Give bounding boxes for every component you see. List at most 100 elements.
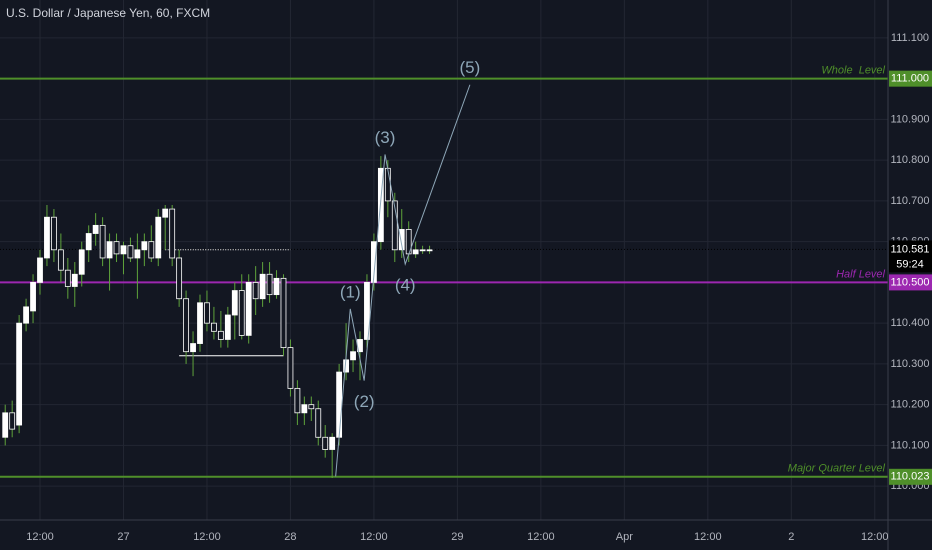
wave-label: (5) (460, 58, 481, 77)
candle-body (57, 249, 64, 271)
x-tick-label: 27 (117, 531, 129, 543)
x-tick-label: 29 (451, 531, 463, 543)
countdown: 59:24 (896, 258, 924, 270)
candle-body (266, 273, 273, 296)
candle-body (127, 245, 134, 259)
candle-body (183, 298, 189, 353)
candle-body (322, 436, 329, 450)
candle-body (259, 273, 266, 300)
level-name: Whole Level (821, 65, 885, 77)
price-box-label: 111.000 (891, 73, 929, 85)
candle-body (231, 290, 238, 316)
wave-label: (1) (340, 282, 361, 301)
candle-body (419, 249, 426, 252)
candle-body (398, 229, 405, 251)
candle-body (37, 257, 43, 283)
candle-body (211, 322, 217, 332)
chart-title: U.S. Dollar / Japanese Yen, 60, FXCM (6, 6, 210, 20)
candle-body (238, 290, 245, 336)
candle-body (148, 241, 155, 259)
candle-body (51, 216, 57, 251)
candle-body (64, 269, 71, 287)
x-tick-label: 28 (284, 531, 296, 543)
x-tick-label: 12:00 (861, 531, 889, 543)
axes: 12:00 27 12:00 28 12:00 29 12:00 Apr 12:00 2 12:00… (26, 32, 932, 543)
x-tick-label: Apr (616, 531, 633, 543)
candle-body (106, 241, 113, 259)
candle-body (78, 249, 85, 275)
candle-body (176, 257, 183, 300)
candle-body (92, 224, 99, 234)
candle-body (120, 245, 127, 255)
candle-body (16, 322, 23, 426)
candle-body (315, 408, 322, 438)
candle-body (329, 436, 336, 450)
candle-body (204, 302, 210, 324)
candle-body (287, 347, 294, 389)
wave-label: (2) (354, 392, 375, 411)
current-price-box (889, 240, 932, 273)
x-tick-label: 12:00 (694, 531, 722, 543)
grid (0, 0, 888, 520)
price-box (889, 70, 932, 87)
candle-body (217, 330, 224, 340)
candle-body (336, 371, 343, 438)
price-box-label: 110.023 (891, 471, 930, 483)
candle-body (391, 200, 398, 251)
candle-body (23, 306, 29, 324)
y-tick-label: 110.700 (891, 195, 930, 207)
y-tick-label: 110.300 (891, 358, 930, 370)
y-tick-label: 110.100 (891, 439, 930, 451)
candle-body (224, 314, 231, 340)
y-tick-label: 110.900 (891, 113, 930, 125)
candle-body (2, 412, 9, 438)
candle-body (294, 387, 301, 414)
current-price-label: 110.581 (891, 243, 930, 255)
candle-body (113, 241, 120, 255)
candle-body (280, 277, 287, 349)
y-tick-label: 110.800 (891, 154, 930, 166)
candle-body (71, 273, 78, 287)
candle-body (301, 404, 308, 414)
level-name: Major Quarter Level (788, 463, 886, 475)
candle-body (384, 167, 391, 202)
candle-body (134, 249, 141, 259)
candle-body (141, 241, 148, 251)
candle-body (197, 302, 203, 344)
candle-body (44, 216, 50, 259)
candle-body (30, 282, 36, 312)
wave-label: (4) (395, 276, 416, 295)
level-name: Half Level (836, 268, 885, 280)
y-tick-label: 110.400 (891, 317, 930, 329)
candle-body (190, 343, 196, 353)
candle-body (169, 208, 176, 259)
candle-body (9, 412, 16, 430)
candle-body (99, 224, 106, 259)
x-tick-label: 12:00 (360, 531, 388, 543)
plot: Whole Level Half Level Major Quarter Level… (0, 58, 888, 479)
candle-body (85, 233, 92, 251)
candle-body (155, 216, 162, 259)
x-tick-label: 2 (788, 531, 794, 543)
wave-line (335, 84, 471, 477)
candle-body (426, 249, 433, 252)
y-tick-label: 110.200 (891, 399, 930, 411)
candle-body (162, 208, 169, 218)
y-tick-label: 111.100 (891, 32, 929, 44)
candle-body (371, 241, 377, 283)
price-box-label: 110.500 (891, 276, 930, 288)
candle-body (412, 249, 419, 255)
candle-body (252, 282, 259, 300)
x-tick-label: 12:00 (527, 531, 555, 543)
price-box (889, 468, 932, 485)
candle-body (350, 351, 356, 361)
wave-label: (3) (375, 128, 396, 147)
candle-body (273, 277, 280, 296)
candle-body (308, 404, 315, 410)
x-tick-label: 12:00 (26, 531, 54, 543)
candle-body (245, 282, 252, 336)
price-box (889, 274, 932, 291)
x-tick-label: 12:00 (193, 531, 221, 543)
